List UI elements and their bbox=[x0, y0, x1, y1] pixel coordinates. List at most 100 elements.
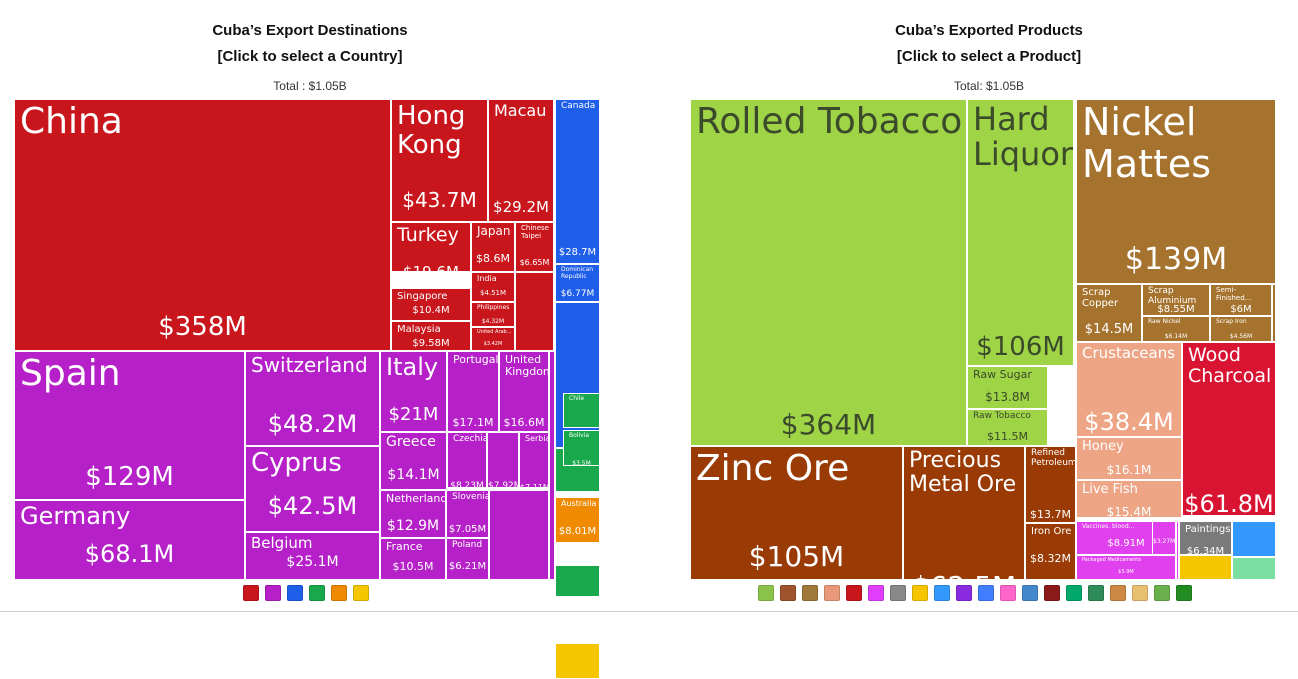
tile-macau[interactable]: Macau $29.2M bbox=[488, 99, 554, 222]
tile-chile[interactable]: Chile bbox=[563, 393, 600, 428]
tile-india[interactable]: India $4.51M bbox=[471, 272, 515, 302]
tile-live-fish[interactable]: Live Fish $15.4M bbox=[1076, 480, 1182, 518]
tile-hong-kong[interactable]: Hong Kong $43.7M bbox=[391, 99, 488, 222]
legend-swatch-icon[interactable] bbox=[1110, 585, 1126, 601]
tile-packaged-medicaments[interactable]: Packaged Medicaments $5.9M bbox=[1076, 555, 1176, 580]
legend-swatch-icon[interactable] bbox=[243, 585, 259, 601]
tile-zinc-ore[interactable]: Zinc Ore $105M bbox=[690, 446, 903, 580]
legend-swatch-icon[interactable] bbox=[956, 585, 972, 601]
tile-scrap-copper[interactable]: Scrap Copper $14.5M bbox=[1076, 284, 1142, 342]
destinations-treemap[interactable]: China $358M Hong Kong $43.7M Macau $29.2M Turk… bbox=[14, 99, 602, 679]
tile-item-20[interactable]: $3.27M bbox=[1152, 521, 1176, 555]
legend-swatch-icon[interactable] bbox=[353, 585, 369, 601]
small-tile[interactable] bbox=[555, 643, 600, 679]
small-tile[interactable] bbox=[549, 351, 555, 580]
tile-iron-ore[interactable]: Iron Ore $8.32M bbox=[1025, 523, 1076, 580]
tile-name: Serbia bbox=[525, 434, 549, 443]
legend-swatch-icon[interactable] bbox=[1044, 585, 1060, 601]
tile-switzerland[interactable]: Switzerland $48.2M bbox=[245, 351, 380, 446]
tile-united-kingdom[interactable]: United Kingdom $16.6M bbox=[499, 351, 549, 432]
legend-swatch-icon[interactable] bbox=[1022, 585, 1038, 601]
tile-china[interactable]: China $358M bbox=[14, 99, 391, 351]
products-treemap[interactable]: Rolled Tobacco $364M Hard Liquor $106M Raw S… bbox=[690, 99, 1276, 580]
tile-belgium[interactable]: Belgium $25.1M bbox=[245, 532, 380, 580]
legend-swatch-icon[interactable] bbox=[265, 585, 281, 601]
legend-swatch-icon[interactable] bbox=[1066, 585, 1082, 601]
small-tile[interactable] bbox=[515, 272, 554, 351]
legend-swatch-icon[interactable] bbox=[1132, 585, 1148, 601]
tile-name: China bbox=[20, 101, 123, 142]
tile-hard-liquor[interactable]: Hard Liquor $106M bbox=[967, 99, 1074, 366]
tile-value: $358M bbox=[158, 312, 247, 342]
tile-canada[interactable]: Canada $28.7M bbox=[555, 99, 600, 264]
small-tile[interactable] bbox=[1232, 521, 1276, 557]
tile-raw-nickel[interactable]: Raw Nickel $6.14M bbox=[1142, 316, 1210, 342]
legend-swatch-icon[interactable] bbox=[802, 585, 818, 601]
tile-united-arab[interactable]: United Arab... $3.42M bbox=[471, 327, 515, 351]
legend-swatch-icon[interactable] bbox=[309, 585, 325, 601]
small-tile[interactable] bbox=[555, 565, 600, 597]
tile-greece[interactable]: Greece $14.1M bbox=[380, 432, 447, 490]
tile-germany[interactable]: Germany $68.1M bbox=[14, 500, 245, 580]
tile-philippines[interactable]: Philippines $4.32M bbox=[471, 302, 515, 327]
tile-scrap-aluminium[interactable]: Scrap Aluminium $8.55M bbox=[1142, 284, 1210, 316]
tile-poland[interactable]: Poland $6.21M bbox=[446, 538, 489, 580]
legend-swatch-icon[interactable] bbox=[978, 585, 994, 601]
tile-spain[interactable]: Spain $129M bbox=[14, 351, 245, 500]
tile-rolled-tobacco[interactable]: Rolled Tobacco $364M bbox=[690, 99, 967, 446]
tile-wood-charcoal[interactable]: Wood Charcoal $61.8M bbox=[1182, 342, 1276, 516]
tile-nickel-mattes[interactable]: Nickel Mattes $139M bbox=[1076, 99, 1276, 284]
legend-swatch-icon[interactable] bbox=[1088, 585, 1104, 601]
legend-swatch-icon[interactable] bbox=[1176, 585, 1192, 601]
legend-swatch-icon[interactable] bbox=[912, 585, 928, 601]
small-tile[interactable] bbox=[1179, 555, 1232, 580]
tile-chinese-taipei[interactable]: Chinese Taipei $6.65M bbox=[515, 222, 554, 272]
tile-france[interactable]: France $10.5M bbox=[380, 538, 446, 580]
legend-swatch-icon[interactable] bbox=[758, 585, 774, 601]
small-tile[interactable] bbox=[1176, 521, 1179, 580]
tile-value: $5.9M bbox=[1118, 569, 1134, 575]
small-tile[interactable] bbox=[1272, 284, 1276, 342]
legend-swatch-icon[interactable] bbox=[331, 585, 347, 601]
tile-raw-tobacco[interactable]: Raw Tobacco $11.5M bbox=[967, 409, 1048, 446]
tile-netherlands[interactable]: Netherlands $12.9M bbox=[380, 490, 446, 538]
tile-portugal[interactable]: Portugal $17.1M bbox=[447, 351, 499, 432]
tile-czechia[interactable]: Czechia $8.23M bbox=[447, 432, 487, 488]
tile-crustaceans[interactable]: Crustaceans $38.4M bbox=[1076, 342, 1182, 437]
tile-raw-sugar[interactable]: Raw Sugar $13.8M bbox=[967, 366, 1048, 409]
tile-bolivia[interactable]: Bolivia $3.5M bbox=[563, 430, 600, 466]
tile-semi-finished[interactable]: Semi-Finished... $6M bbox=[1210, 284, 1272, 316]
legend-swatch-icon[interactable] bbox=[934, 585, 950, 601]
tile-scrap-iron[interactable]: Scrap Iron $4.56M bbox=[1210, 316, 1272, 342]
tile-paintings[interactable]: Paintings $6.34M bbox=[1179, 521, 1232, 555]
tile-dominican-republic[interactable]: Dominican Republic $6.77M bbox=[555, 264, 600, 302]
tile-value: $3.42M bbox=[483, 341, 503, 347]
tile-turkey[interactable]: Turkey $19.6M bbox=[391, 222, 471, 272]
tile-italy[interactable]: Italy $21M bbox=[380, 351, 447, 432]
tile-australia[interactable]: Australia $8.01M bbox=[555, 497, 600, 543]
tile-precious-metal-ore[interactable]: Precious Metal Ore $62.5M bbox=[903, 446, 1025, 580]
tile-item-23[interactable]: $7.92M bbox=[487, 432, 519, 488]
legend-swatch-icon[interactable] bbox=[824, 585, 840, 601]
small-tile[interactable] bbox=[1232, 557, 1276, 580]
legend-swatch-icon[interactable] bbox=[868, 585, 884, 601]
legend-swatch-icon[interactable] bbox=[780, 585, 796, 601]
tile-cyprus[interactable]: Cyprus $42.5M bbox=[245, 446, 380, 532]
tile-singapore[interactable]: Singapore $10.4M bbox=[391, 288, 471, 321]
tile-slovenia[interactable]: Slovenia $7.05M bbox=[446, 490, 489, 538]
tile-honey[interactable]: Honey $16.1M bbox=[1076, 437, 1182, 480]
tile-malaysia[interactable]: Malaysia $9.58M bbox=[391, 321, 471, 351]
legend-swatch-icon[interactable] bbox=[890, 585, 906, 601]
small-tile[interactable] bbox=[489, 490, 549, 580]
legend-swatch-icon[interactable] bbox=[1000, 585, 1016, 601]
legend-swatch-icon[interactable] bbox=[1154, 585, 1170, 601]
tile-refined-petroleum[interactable]: Refined Petroleum $13.7M bbox=[1025, 446, 1076, 523]
tile-value: $38.4M bbox=[1084, 408, 1174, 436]
tile-value: $6.34M bbox=[1186, 546, 1225, 555]
destinations-region-legend bbox=[243, 585, 369, 601]
legend-swatch-icon[interactable] bbox=[846, 585, 862, 601]
tile-japan[interactable]: Japan $8.6M bbox=[471, 222, 515, 272]
tile-serbia[interactable]: Serbia $7.11M bbox=[519, 432, 549, 488]
tile-value: $4.32M bbox=[481, 318, 505, 325]
legend-swatch-icon[interactable] bbox=[287, 585, 303, 601]
